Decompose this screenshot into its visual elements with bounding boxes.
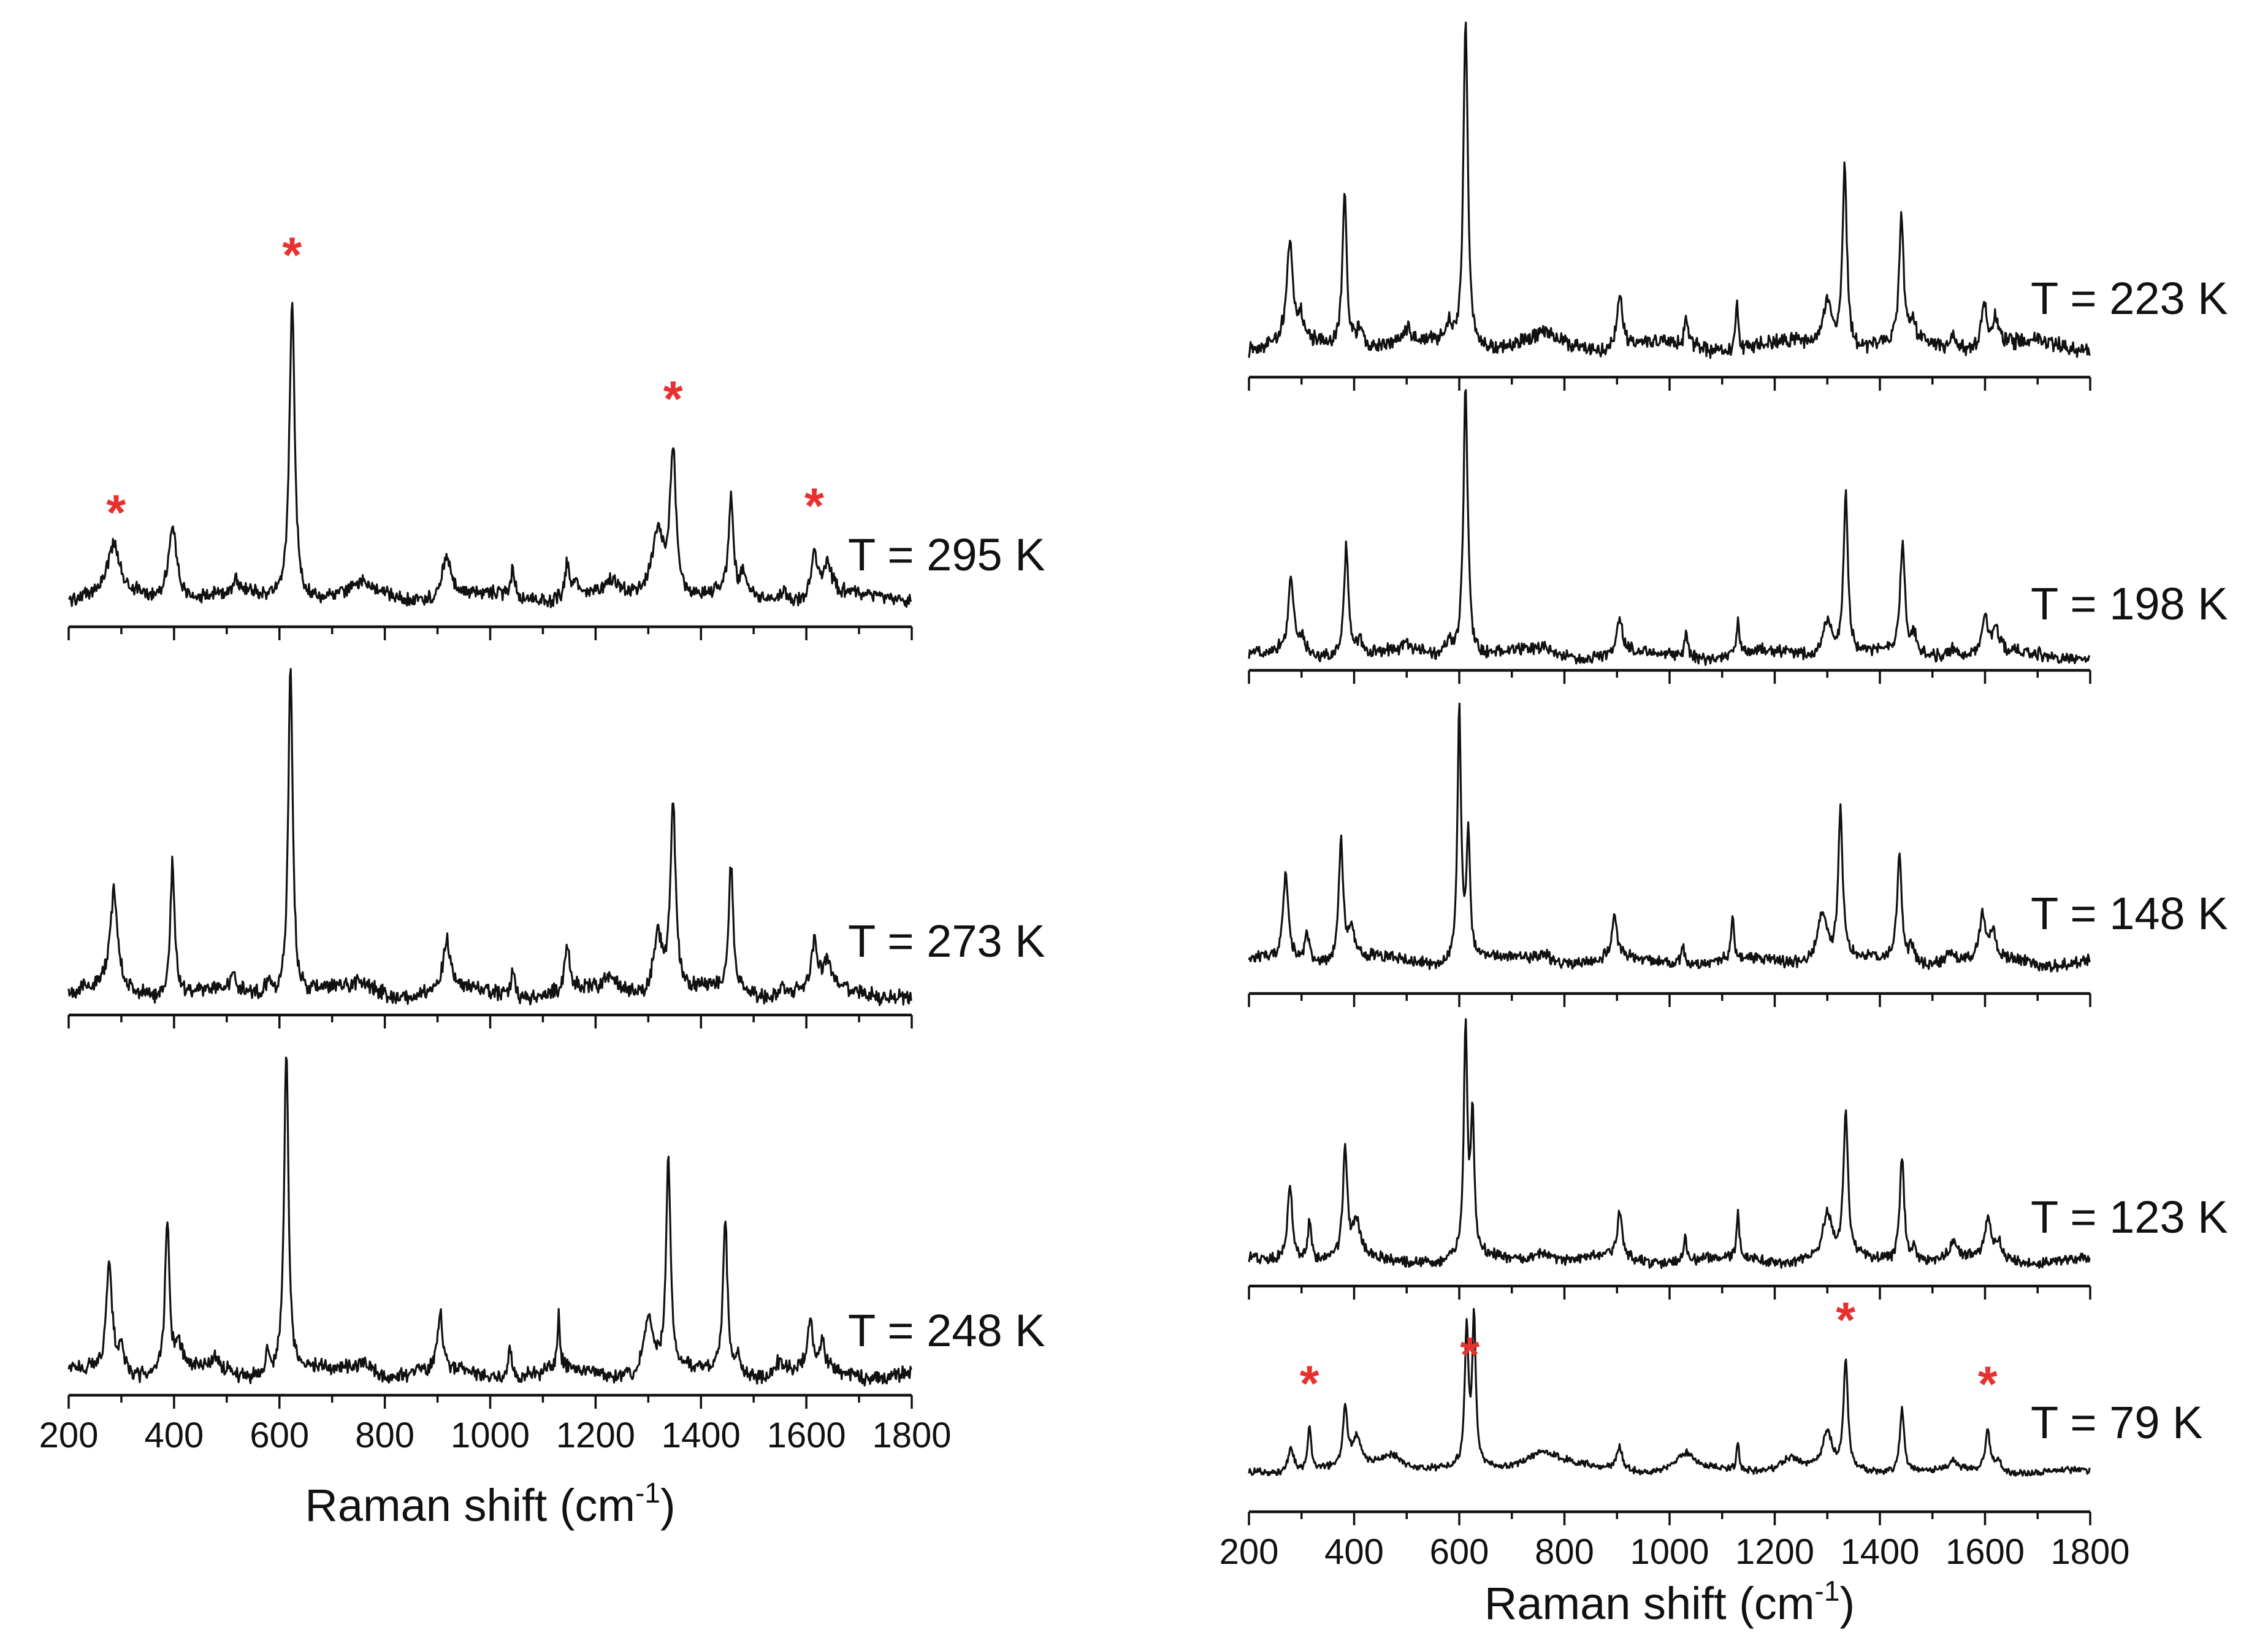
peak-asterisk-marker: *: [1300, 1356, 1319, 1412]
peak-asterisk-marker: *: [282, 228, 302, 283]
spectrum-trace: [67, 1056, 912, 1387]
temperature-label: T = 295 K: [848, 529, 1045, 580]
x-axis-label-text: Raman shift (cm: [1484, 1578, 1815, 1629]
peak-asterisk-marker: *: [1460, 1327, 1480, 1383]
spectrum-trace: [67, 302, 912, 608]
temperature-label: T = 148 K: [2031, 888, 2228, 939]
x-axis-label: Raman shift (cm-1): [1484, 1575, 1855, 1629]
x-tick-label: 1800: [872, 1415, 951, 1455]
spectrum-trace: [1248, 21, 2091, 359]
x-axis-label: Raman shift (cm-1): [305, 1477, 675, 1531]
peak-asterisk-marker: *: [106, 485, 126, 541]
temperature-label: T = 198 K: [2031, 578, 2228, 629]
x-tick-label: 200: [1220, 1532, 1279, 1572]
x-axis-label-close: ): [660, 1480, 676, 1531]
x-axis-label-superscript: -1: [1815, 1575, 1840, 1607]
x-tick-label: 400: [144, 1415, 204, 1455]
x-tick-label: 400: [1324, 1532, 1384, 1572]
peak-asterisk-marker: *: [663, 371, 683, 427]
spectrum-trace: [67, 668, 912, 1006]
x-tick-label: 1200: [556, 1415, 635, 1455]
x-tick-label: 1800: [2050, 1532, 2129, 1572]
temperature-label: T = 248 K: [848, 1305, 1045, 1356]
x-tick-label: 1400: [662, 1415, 741, 1455]
x-tick-label: 1000: [451, 1415, 530, 1455]
x-tick-label: 1600: [767, 1415, 846, 1455]
x-tick-label: 1600: [1945, 1532, 2025, 1572]
temperature-label: T = 79 K: [2031, 1397, 2202, 1448]
x-tick-label: 1200: [1735, 1532, 1814, 1572]
x-tick-label: 600: [1430, 1532, 1489, 1572]
x-axis-label-superscript: -1: [635, 1477, 660, 1509]
x-tick-label: 800: [355, 1415, 414, 1455]
x-axis-label-text: Raman shift (cm: [305, 1480, 635, 1531]
x-tick-label: 1000: [1630, 1532, 1709, 1572]
temperature-label: T = 273 K: [848, 916, 1045, 967]
x-tick-label: 600: [250, 1415, 309, 1455]
peak-asterisk-marker: *: [1836, 1293, 1855, 1349]
x-axis-label-close: ): [1839, 1578, 1855, 1629]
peak-asterisk-marker: *: [1978, 1357, 1998, 1412]
peak-asterisk-marker: *: [804, 478, 824, 534]
spectrum-trace: [1248, 702, 2091, 973]
left-panel: T = 295 K * * * * T = 273 K 200 400 600 800 1000 12…: [39, 228, 1045, 1531]
x-tick-label: 200: [39, 1415, 99, 1455]
x-tick-label: 1400: [1840, 1532, 1919, 1572]
right-panel: T = 223 K T = 198 K T = 148 K T = 123 K 200 4…: [1220, 21, 2228, 1629]
spectrum-trace: [1248, 1308, 2091, 1477]
temperature-label: T = 123 K: [2031, 1192, 2228, 1243]
temperature-label: T = 223 K: [2031, 273, 2228, 324]
spectrum-trace: [1248, 389, 2091, 666]
x-tick-label: 800: [1535, 1532, 1594, 1572]
spectrum-trace: [1248, 1018, 2091, 1270]
